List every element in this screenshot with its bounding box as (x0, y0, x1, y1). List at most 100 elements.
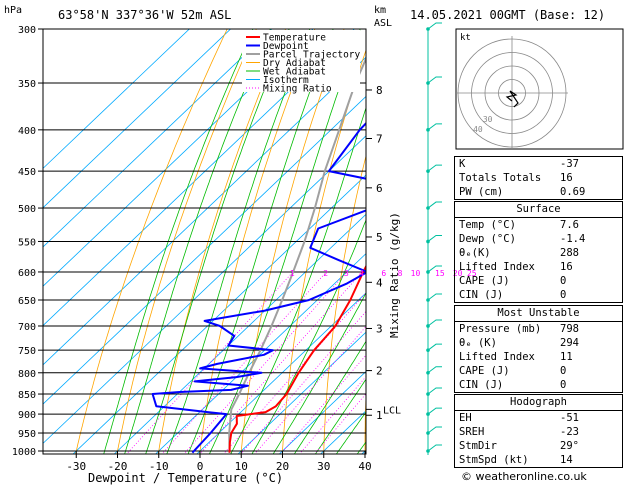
row-label: StmDir (459, 440, 497, 452)
mixing-ratio-line (240, 310, 366, 454)
row-label: Pressure (mb) (459, 323, 542, 335)
wind-barb (427, 343, 442, 351)
row-value: 16 (560, 261, 573, 273)
pressure-tick-label: 450 (18, 167, 36, 178)
legend-entry: Wet Adiabat (263, 67, 326, 78)
isotherm-line (155, 253, 366, 454)
datetime-label: 14.05.2021 00GMT (Base: 12) (410, 8, 605, 22)
wind-barb (427, 426, 442, 434)
height-km-label: 4 (376, 276, 383, 289)
isotherm-line (43, 29, 355, 327)
mixing-ratio-label: 15 (435, 269, 445, 278)
table-row: StmSpd (kt) 14 (455, 453, 622, 467)
row-value: -37 (560, 158, 579, 170)
mixing-ratio-label: 6 (381, 269, 386, 278)
isotherm-line (278, 370, 366, 454)
wind-barb (427, 234, 442, 242)
wind-barb (427, 444, 442, 452)
row-value: -23 (560, 426, 579, 438)
mixing-ratio-label: 2 (323, 269, 328, 278)
row-value: 798 (560, 323, 579, 335)
row-label: Dewp (°C) (459, 233, 516, 245)
wind-barbs (426, 22, 442, 455)
mixing-ratio-line (279, 354, 366, 454)
mixing-ratio-label: 10 (411, 269, 421, 278)
row-value: -1.4 (560, 233, 586, 245)
table-row: Lifted Index 16 (455, 260, 622, 274)
wind-barb (427, 293, 442, 301)
height-km-label: 3 (376, 322, 383, 335)
pressure-tick-label: 850 (18, 390, 36, 401)
wet-adiabat-line (314, 378, 366, 454)
pressure-tick-label: 600 (18, 268, 36, 279)
row-value: 0 (560, 365, 567, 377)
wind-barb (427, 366, 442, 374)
most-unstable-table: Most Unstable Pressure (mb) 798 θₑ (K) 294 L… (454, 305, 623, 393)
height-unit-km: km (374, 5, 386, 16)
mixing-ratio-label: 1 (290, 269, 295, 278)
table-row: θₑ (K) 294 (455, 336, 622, 350)
legend-entry: Parcel Trajectory (263, 50, 361, 61)
table-row: K -37 (455, 157, 622, 171)
hodograph-table-title: Hodograph (455, 395, 622, 411)
height-km-label: 7 (376, 132, 383, 145)
hodograph-unit: kt (460, 33, 471, 43)
temperature-tick-label: 30 (317, 460, 330, 473)
dry-adiabat-line (116, 29, 257, 454)
isotherm-line (43, 95, 366, 405)
table-row: Temp (°C) 7.6 (455, 218, 622, 232)
legend-entry: Isotherm (263, 75, 309, 86)
row-value: 29° (560, 440, 579, 452)
mixing-ratio-label: 4 (359, 269, 364, 278)
wind-barb (427, 319, 442, 327)
legend-entry: Temperature (263, 33, 326, 44)
pressure-tick-label: 700 (18, 322, 36, 333)
temperature-tick-label: 40 (358, 460, 371, 473)
wind-barb (427, 265, 442, 273)
pressure-tick-label: 750 (18, 346, 36, 357)
pressure-unit-label: hPa (4, 5, 22, 16)
row-label: CAPE (J) (459, 365, 510, 377)
legend-background (242, 30, 360, 92)
wind-barb (427, 123, 442, 131)
wind-barb (427, 76, 442, 84)
hodograph-ring-label: 40 (473, 125, 483, 134)
row-label: CIN (J) (459, 289, 504, 301)
height-km-label: 8 (376, 84, 383, 97)
row-value: 0 (560, 289, 567, 301)
height-km-label: 6 (376, 182, 383, 195)
isotherm-line (43, 29, 232, 209)
hodograph-frame (455, 28, 624, 150)
hodograph-trace (505, 90, 519, 108)
mixing-ratio-label: 25 (467, 269, 477, 278)
wind-barb (427, 407, 442, 415)
row-label: PW (cm) (459, 186, 504, 198)
table-row: θₑ(K) 288 (455, 246, 622, 260)
mixing-ratio-axis-title: Mixing Ratio (g/kg) (388, 212, 401, 338)
dewpoint-line (151, 121, 366, 454)
row-value: 294 (560, 337, 579, 349)
table-row: CIN (J) 0 (455, 288, 622, 302)
pressure-tick-label: 1000 (12, 447, 36, 458)
pressure-tick-label: 300 (18, 25, 36, 36)
isotherm-line (237, 331, 366, 454)
table-row: Totals Totals 16 (455, 171, 622, 185)
legend-entry: Mixing Ratio (263, 84, 332, 95)
dry-adiabat-line (75, 29, 228, 454)
mixing-ratio-line (314, 393, 366, 454)
wet-adiabat-line (145, 29, 290, 454)
row-value: 288 (560, 247, 579, 259)
pressure-tick-label: 800 (18, 369, 36, 380)
temperature-tick-label: -30 (66, 460, 86, 473)
dry-adiabat-line (625, 17, 629, 468)
dry-adiabat-line (364, 387, 366, 454)
lcl-label: LCL (383, 405, 401, 416)
wind-barb (427, 387, 442, 395)
row-label: Temp (°C) (459, 219, 516, 231)
row-label: K (459, 158, 466, 170)
row-label: Totals Totals (459, 172, 542, 184)
temperature-tick-label: -10 (149, 460, 169, 473)
